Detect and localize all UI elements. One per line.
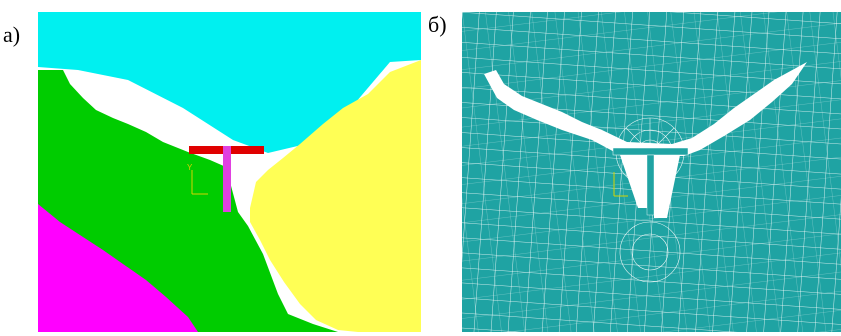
left-lower-rock-region	[38, 204, 198, 332]
reservoir-cavity	[484, 62, 807, 156]
right-rock-region	[250, 60, 421, 332]
pillar-mesh	[646, 154, 655, 216]
panel-a-label: а)	[3, 22, 21, 47]
axis-marker	[191, 170, 208, 195]
finite-element-mesh-panel	[462, 12, 841, 332]
water-region	[38, 12, 421, 153]
right-cavity	[654, 155, 680, 218]
material-regions-panel: Y	[38, 12, 421, 332]
axis-marker-label: Y	[187, 163, 193, 172]
axis-marker-mesh	[613, 172, 628, 197]
left-cavity	[620, 155, 647, 208]
crest-beam-mesh	[612, 147, 689, 156]
pillar	[223, 146, 231, 212]
panel-b-label: б)	[428, 12, 447, 37]
